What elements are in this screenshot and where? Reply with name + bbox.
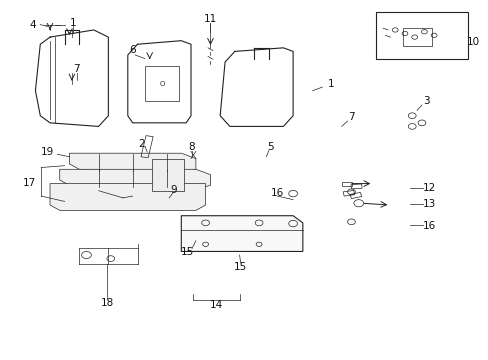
Bar bbox=[350, 184, 362, 189]
Bar bbox=[144, 66, 179, 102]
Text: 5: 5 bbox=[266, 142, 273, 152]
Bar bbox=[402, 28, 431, 46]
Text: 15: 15 bbox=[233, 262, 247, 272]
Text: 19: 19 bbox=[41, 147, 54, 157]
Bar bbox=[349, 192, 361, 199]
Bar bbox=[341, 182, 352, 186]
Text: 11: 11 bbox=[203, 14, 217, 24]
Polygon shape bbox=[181, 216, 302, 251]
Polygon shape bbox=[69, 153, 196, 173]
Text: 7: 7 bbox=[347, 112, 354, 122]
Text: O: O bbox=[159, 81, 164, 86]
Bar bbox=[141, 136, 153, 158]
Bar bbox=[343, 190, 354, 196]
Text: 17: 17 bbox=[23, 177, 36, 188]
Text: 12: 12 bbox=[422, 183, 435, 193]
Text: 1: 1 bbox=[327, 79, 334, 89]
Text: 6: 6 bbox=[129, 45, 136, 55]
Text: 15: 15 bbox=[181, 247, 194, 257]
Text: 18: 18 bbox=[101, 298, 114, 308]
Text: 1: 1 bbox=[70, 18, 77, 28]
Polygon shape bbox=[60, 169, 210, 189]
Text: 14: 14 bbox=[210, 300, 223, 310]
Text: 16: 16 bbox=[270, 188, 284, 198]
Text: 16: 16 bbox=[422, 221, 435, 231]
Bar bbox=[375, 12, 467, 59]
Text: 13: 13 bbox=[422, 199, 435, 209]
Text: 4: 4 bbox=[30, 19, 36, 30]
Text: 9: 9 bbox=[170, 185, 177, 195]
Bar bbox=[152, 158, 183, 191]
Polygon shape bbox=[50, 184, 205, 210]
Text: 2: 2 bbox=[138, 139, 144, 149]
Text: 10: 10 bbox=[466, 37, 479, 48]
Text: 3: 3 bbox=[423, 96, 429, 106]
Text: 8: 8 bbox=[188, 142, 195, 152]
Text: 7: 7 bbox=[73, 64, 80, 74]
